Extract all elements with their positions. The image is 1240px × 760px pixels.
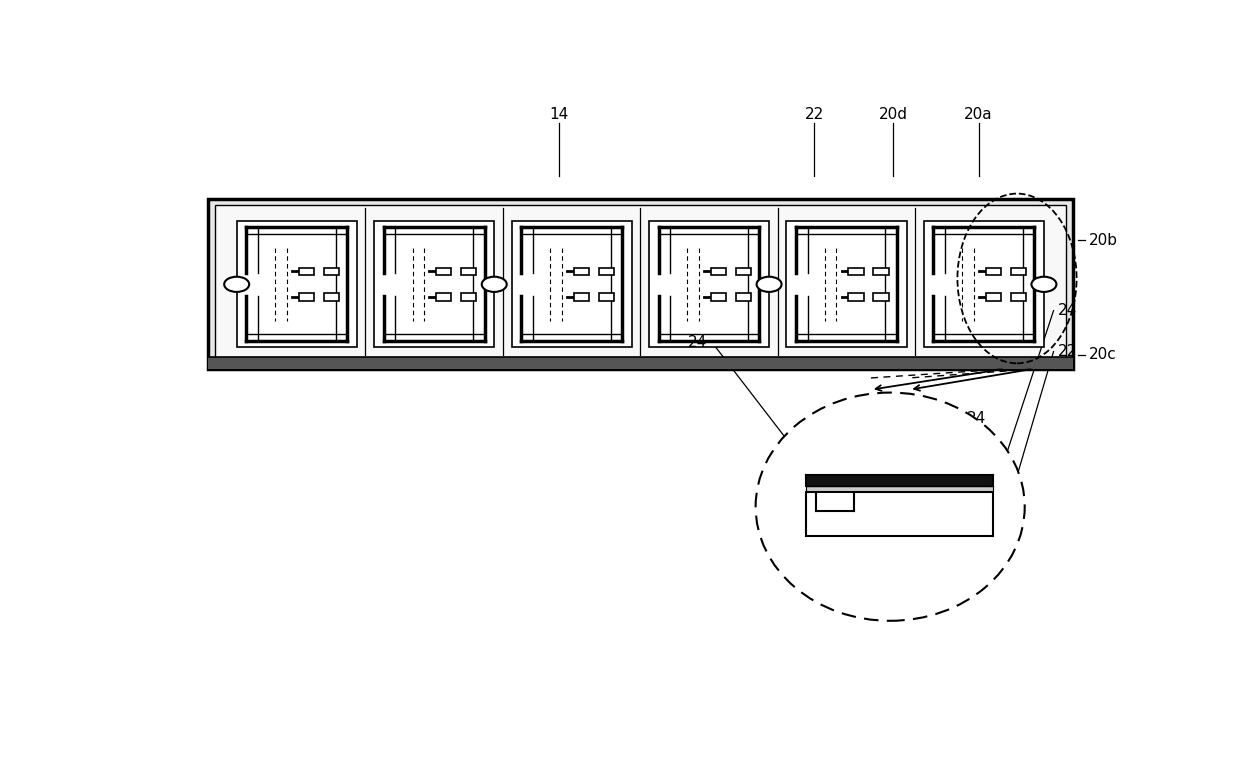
Circle shape: [756, 277, 781, 292]
Bar: [873, 268, 889, 275]
Bar: [848, 293, 864, 301]
Bar: [208, 357, 1073, 369]
Text: 20c: 20c: [1089, 347, 1117, 362]
Bar: [299, 293, 314, 301]
Bar: [436, 293, 451, 301]
Text: 20a: 20a: [965, 107, 993, 122]
Circle shape: [1032, 277, 1056, 292]
Bar: [986, 268, 1001, 275]
Bar: [986, 293, 1001, 301]
Bar: [806, 486, 993, 492]
Bar: [599, 293, 614, 301]
Bar: [735, 293, 751, 301]
Bar: [215, 205, 1066, 363]
Text: 20b: 20b: [1089, 233, 1118, 248]
Text: 20d: 20d: [879, 107, 908, 122]
Circle shape: [481, 277, 507, 292]
Bar: [711, 293, 727, 301]
Bar: [299, 268, 314, 275]
Bar: [873, 293, 889, 301]
Text: 14: 14: [549, 107, 568, 122]
Text: 24: 24: [1058, 303, 1078, 318]
Bar: [1011, 268, 1027, 275]
Bar: [461, 293, 476, 301]
Bar: [848, 268, 864, 275]
Bar: [735, 268, 751, 275]
Circle shape: [224, 277, 249, 292]
Bar: [649, 221, 769, 347]
Bar: [599, 268, 614, 275]
Bar: [436, 268, 451, 275]
Text: 22: 22: [805, 107, 823, 122]
Text: 24: 24: [688, 335, 708, 350]
Bar: [816, 493, 854, 511]
Bar: [237, 221, 357, 347]
Bar: [324, 293, 339, 301]
Bar: [806, 474, 993, 486]
Ellipse shape: [755, 393, 1024, 621]
Bar: [711, 268, 727, 275]
Bar: [208, 199, 1073, 369]
Bar: [574, 293, 589, 301]
Text: 22: 22: [1058, 344, 1078, 359]
Bar: [374, 221, 495, 347]
Bar: [1011, 293, 1027, 301]
Bar: [806, 492, 993, 536]
Bar: [786, 221, 906, 347]
Bar: [924, 221, 1044, 347]
Bar: [324, 268, 339, 275]
Text: 24: 24: [967, 411, 986, 426]
Bar: [512, 221, 631, 347]
Bar: [461, 268, 476, 275]
Bar: [574, 268, 589, 275]
